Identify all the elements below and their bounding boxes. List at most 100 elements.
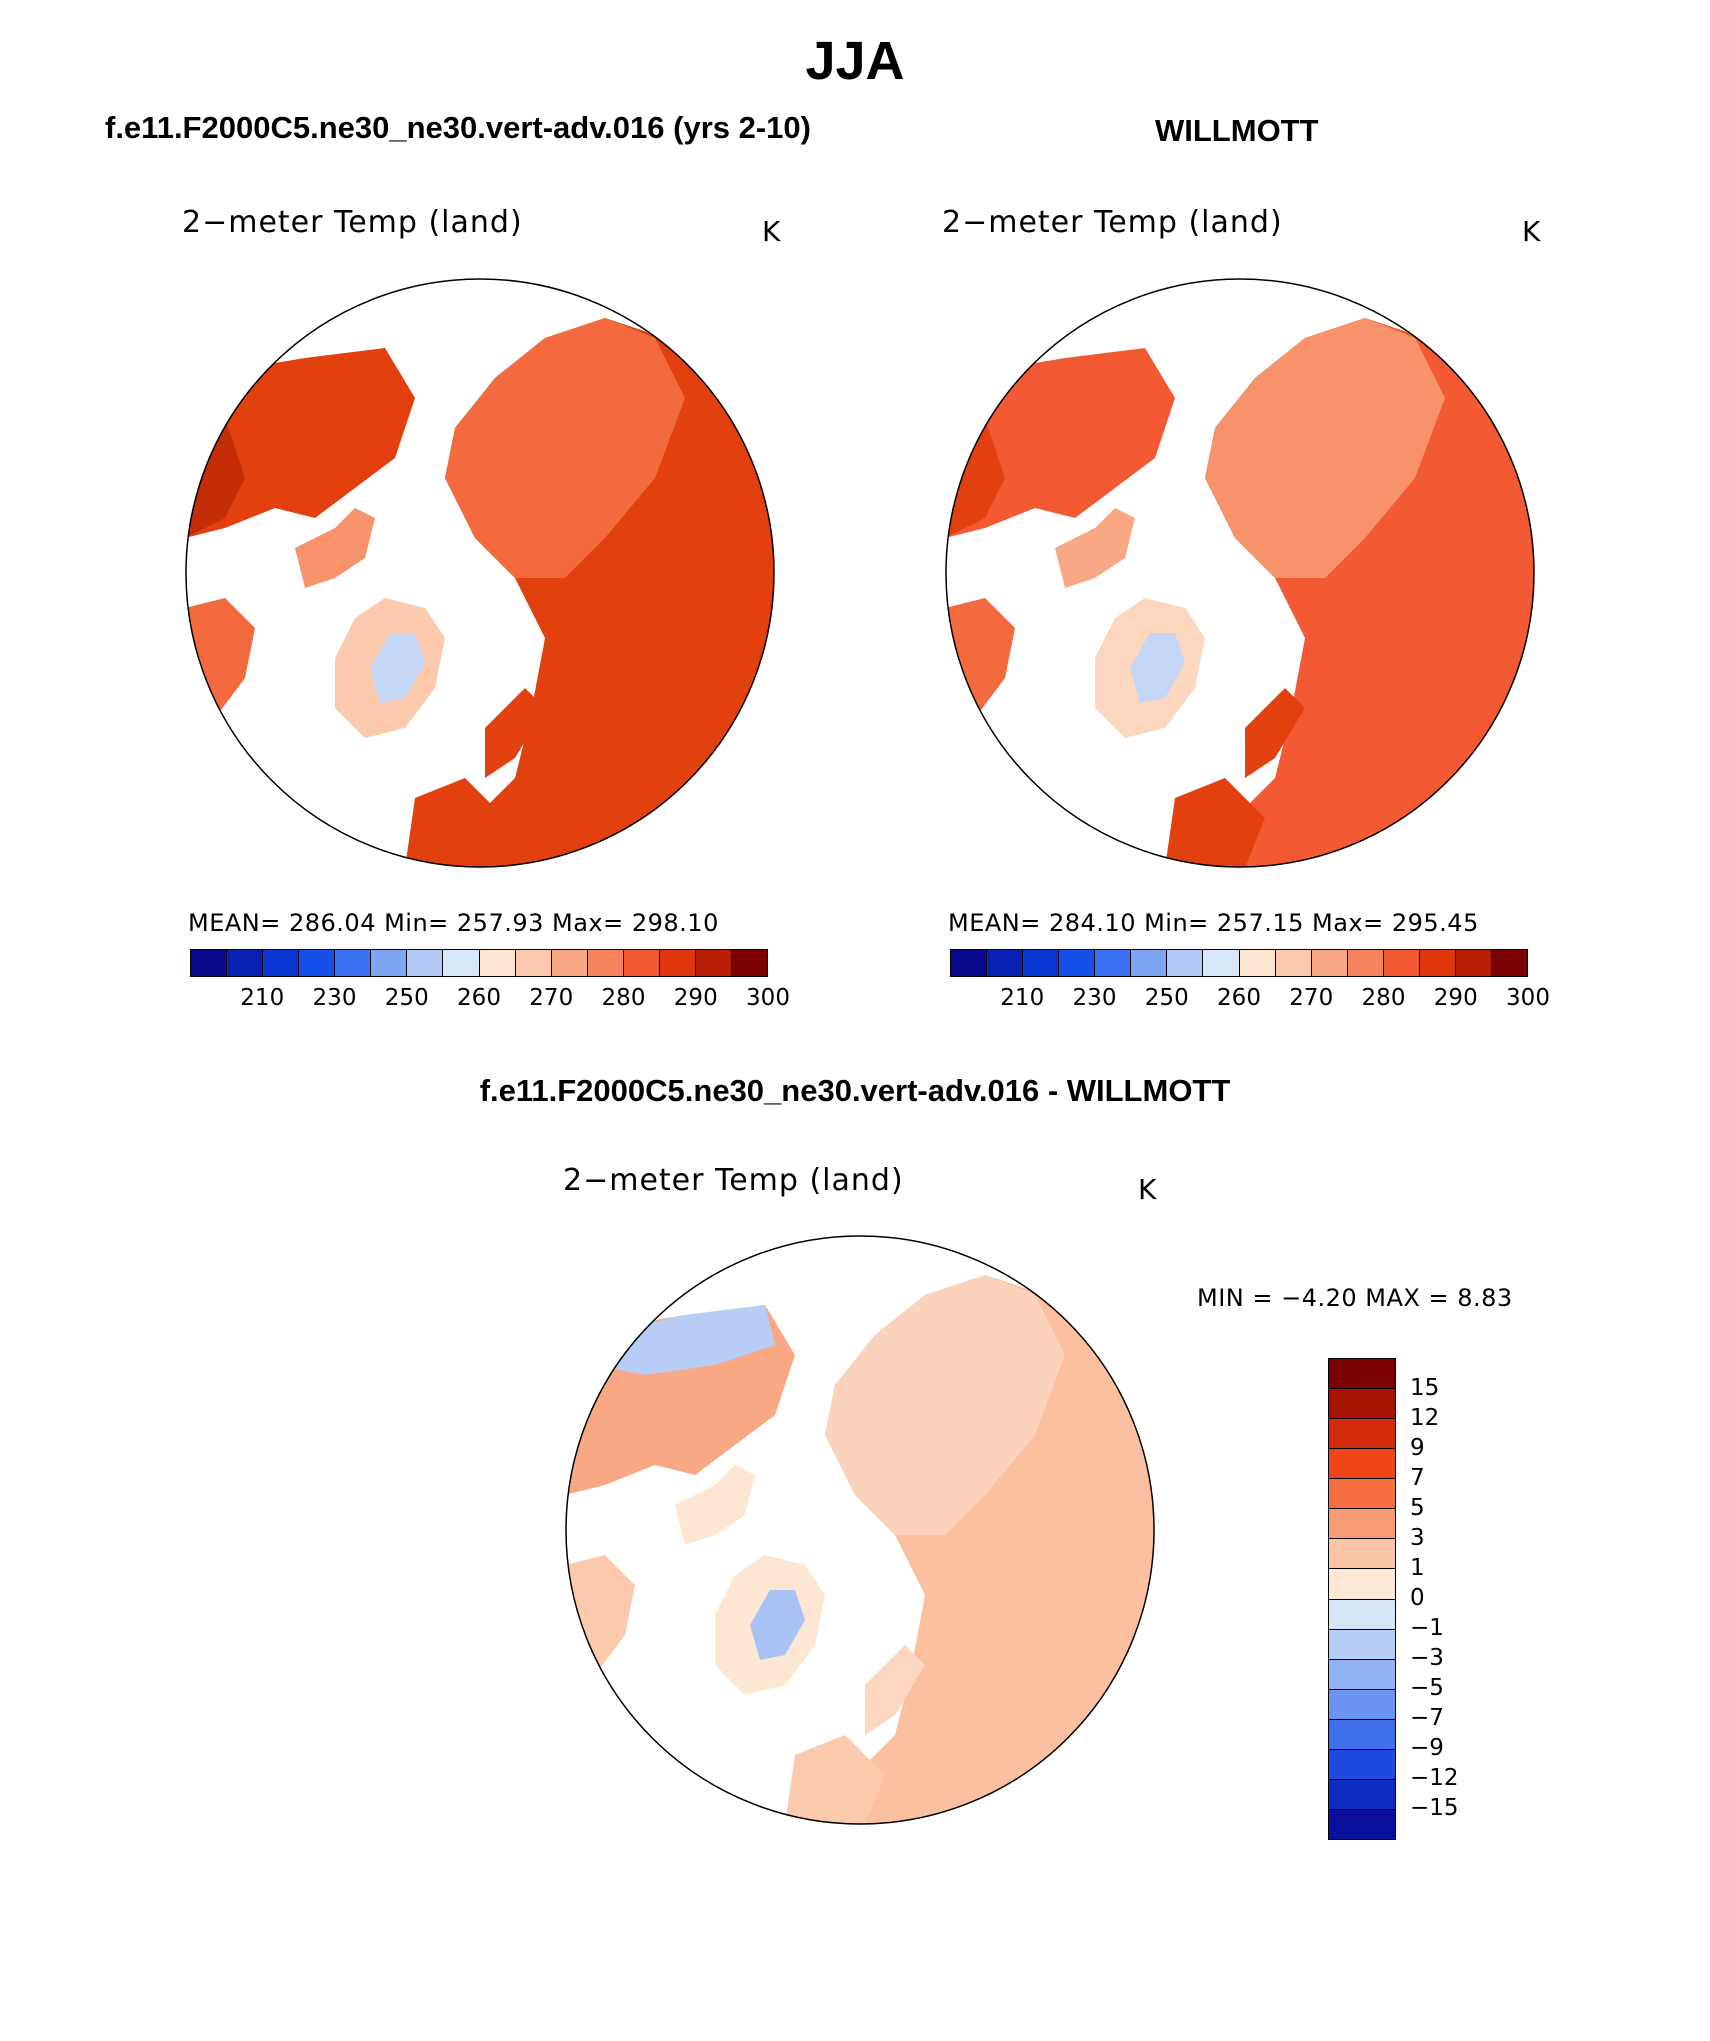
- colorbar-tick-label: 12: [1410, 1405, 1440, 1431]
- colorbar-swatch: [1329, 1539, 1395, 1570]
- colorbar-swatch: [1419, 950, 1456, 976]
- colorbar-swatch: [299, 950, 336, 976]
- colorbar-tick-label: 300: [1506, 985, 1550, 1011]
- colorbar-swatch: [1059, 950, 1096, 976]
- colorbar-tick-label: −5: [1410, 1675, 1444, 1701]
- colorbar-tick-label: −7: [1410, 1705, 1444, 1731]
- map-boundary: [565, 1235, 1155, 1825]
- colorbar-swatch: [1023, 950, 1060, 976]
- greenland-inner: [1130, 633, 1185, 703]
- colorbar-swatch: [1329, 1629, 1395, 1660]
- colorbar-swatch: [1329, 1599, 1395, 1630]
- colorbar-swatch: [1329, 1389, 1395, 1420]
- colorbar-swatch: [227, 950, 264, 976]
- diff-panel-title: 2−meter Temp (land): [563, 1163, 904, 1198]
- colorbar-tick-label: −12: [1410, 1765, 1459, 1791]
- colorbar-swatch: [1329, 1569, 1395, 1600]
- colorbar-swatch: [659, 950, 696, 976]
- right-polar-map: [945, 278, 1535, 868]
- north-america-south: [186, 598, 255, 718]
- map-boundary: [945, 278, 1535, 868]
- colorbar-swatch: [1329, 1359, 1395, 1390]
- left-polar-map: [185, 278, 775, 868]
- colorbar-tick-label: 7: [1410, 1465, 1425, 1491]
- colorbar-swatch: [1329, 1779, 1395, 1810]
- colorbar-swatch: [551, 950, 588, 976]
- colorbar-swatch: [1131, 950, 1168, 976]
- colorbar-swatch: [191, 950, 228, 976]
- colorbar-swatch: [1347, 950, 1384, 976]
- scandinavia: [1245, 688, 1305, 778]
- left-panel-title: 2−meter Temp (land): [182, 205, 523, 240]
- right-colorbar: 210 230 250 260 270 280 290 300: [950, 949, 1550, 1015]
- arctic-archipelago: [295, 508, 375, 588]
- colorbar-tick-label: 9: [1410, 1435, 1425, 1461]
- colorbar-tick-label: 280: [1361, 985, 1406, 1011]
- colorbar-swatch: [479, 950, 516, 976]
- europe: [1165, 778, 1265, 867]
- right-case-label: WILLMOTT: [1155, 113, 1319, 148]
- colorbar-swatch: [1329, 1449, 1395, 1480]
- left-colorbar: 210 230 250 260 270 280 290 300: [190, 949, 790, 1015]
- north-america-south: [946, 598, 1015, 718]
- diff-case-label: f.e11.F2000C5.ne30_ne30.vert-adv.016 - W…: [479, 1073, 1231, 1108]
- colorbar-swatch: [1455, 950, 1492, 976]
- colorbar-tick-label: −15: [1410, 1795, 1459, 1821]
- colorbar-swatch: [515, 950, 552, 976]
- europe: [405, 778, 505, 867]
- right-panel-units: K: [1522, 215, 1541, 248]
- arctic-archipelago: [1055, 508, 1135, 588]
- colorbar-tick-label: 270: [1289, 985, 1334, 1011]
- colorbar-swatch: [443, 950, 480, 976]
- colorbar-swatch: [1329, 1809, 1395, 1839]
- colorbar-tick-label: 210: [1000, 985, 1045, 1011]
- north-america-south: [566, 1555, 635, 1675]
- colorbar-tick-label: 250: [1144, 985, 1189, 1011]
- colorbar-tick-label: 280: [601, 985, 646, 1011]
- colorbar-swatch: [695, 950, 732, 976]
- colorbar-swatch: [1329, 1749, 1395, 1780]
- europe: [785, 1735, 885, 1824]
- colorbar-tick-label: 3: [1410, 1525, 1425, 1551]
- left-panel-stats: MEAN= 286.04 Min= 257.93 Max= 298.10: [188, 909, 719, 937]
- greenland-inner: [370, 633, 425, 703]
- map-boundary: [185, 278, 775, 868]
- colorbar-swatch: [1491, 950, 1527, 976]
- colorbar-tick-label: 1: [1410, 1555, 1425, 1581]
- colorbar-tick-label: 270: [529, 985, 574, 1011]
- colorbar-swatch: [1167, 950, 1204, 976]
- colorbar-swatch: [371, 950, 408, 976]
- left-case-label: f.e11.F2000C5.ne30_ne30.vert-adv.016 (yr…: [105, 110, 811, 145]
- colorbar-tick-label: 290: [673, 985, 718, 1011]
- arctic-archipelago: [675, 1465, 755, 1545]
- colorbar-tick-label: −1: [1410, 1615, 1444, 1641]
- scandinavia: [485, 688, 545, 778]
- colorbar-swatch: [263, 950, 300, 976]
- colorbar-tick-label: 15: [1410, 1375, 1440, 1401]
- diff-colorbar: [1328, 1358, 1396, 1840]
- asia-northern-band: [825, 1275, 1065, 1535]
- colorbar-tick-label: 210: [240, 985, 285, 1011]
- colorbar-tick-label: 290: [1433, 985, 1478, 1011]
- diff-colorbar-swatches: [1328, 1358, 1396, 1840]
- colorbar-tick-label: 230: [1072, 985, 1117, 1011]
- figure-title: JJA: [805, 31, 905, 91]
- right-panel-title: 2−meter Temp (land): [942, 205, 1283, 240]
- colorbar-tick-label: 5: [1410, 1495, 1425, 1521]
- colorbar-swatch: [1329, 1509, 1395, 1540]
- colorbar-swatch: [1329, 1719, 1395, 1750]
- colorbar-swatch: [987, 950, 1024, 976]
- diff-polar-map: [565, 1235, 1155, 1825]
- colorbar-swatch: [1095, 950, 1132, 976]
- colorbar-swatch: [1275, 950, 1312, 976]
- colorbar-tick-label: 250: [384, 985, 429, 1011]
- colorbar-swatch: [1203, 950, 1240, 976]
- colorbar-tick-label: 260: [457, 985, 501, 1011]
- colorbar-swatch: [335, 950, 372, 976]
- colorbar-swatch: [731, 950, 767, 976]
- colorbar-tick-label: −3: [1410, 1645, 1444, 1671]
- right-colorbar-ticks: 210 230 250 260 270 280 290 300: [950, 985, 1550, 1015]
- left-colorbar-ticks: 210 230 250 260 270 280 290 300: [190, 985, 790, 1015]
- colorbar-tick-label: 260: [1217, 985, 1261, 1011]
- colorbar-swatch: [951, 950, 988, 976]
